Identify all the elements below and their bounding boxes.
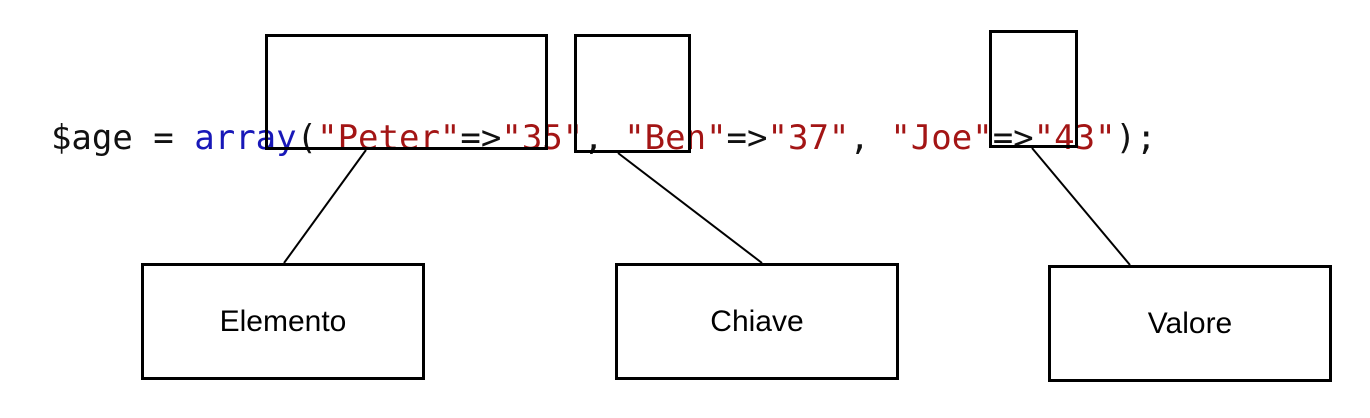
key-label: Chiave bbox=[710, 304, 804, 338]
code-token-comma: , bbox=[583, 118, 625, 158]
value-connector-line bbox=[1031, 147, 1131, 266]
value-label: Valore bbox=[1147, 306, 1233, 340]
element-label-box: Elemento bbox=[141, 263, 425, 380]
code-token-variable-assign: $age = bbox=[50, 118, 195, 158]
element-connector-line bbox=[283, 149, 367, 264]
code-token-array-keyword: array bbox=[194, 118, 297, 158]
code-token-key-joe: "Joe" bbox=[890, 118, 993, 158]
code-token-arrow: => bbox=[992, 118, 1034, 158]
code-token-value-43: "43" bbox=[1033, 118, 1116, 158]
code-token-close: ); bbox=[1115, 118, 1157, 158]
key-connector-line bbox=[617, 152, 763, 264]
key-label-box: Chiave bbox=[615, 263, 899, 380]
code-token-arrow: => bbox=[460, 118, 502, 158]
code-token-key-peter: "Peter" bbox=[317, 118, 461, 158]
code-token-arrow: => bbox=[726, 118, 768, 158]
code-token-value-37: "37" bbox=[767, 118, 850, 158]
value-label-box: Valore bbox=[1048, 265, 1332, 382]
key-highlight-box bbox=[574, 34, 691, 153]
value-highlight-box bbox=[989, 30, 1078, 148]
code-token-value-35: "35" bbox=[501, 118, 584, 158]
element-label: Elemento bbox=[219, 304, 347, 338]
element-highlight-box bbox=[265, 34, 548, 150]
php-array-code-line: $age = array("Peter"=>"35", "Ben"=>"37",… bbox=[10, 66, 1157, 158]
code-token-comma: , bbox=[849, 118, 891, 158]
